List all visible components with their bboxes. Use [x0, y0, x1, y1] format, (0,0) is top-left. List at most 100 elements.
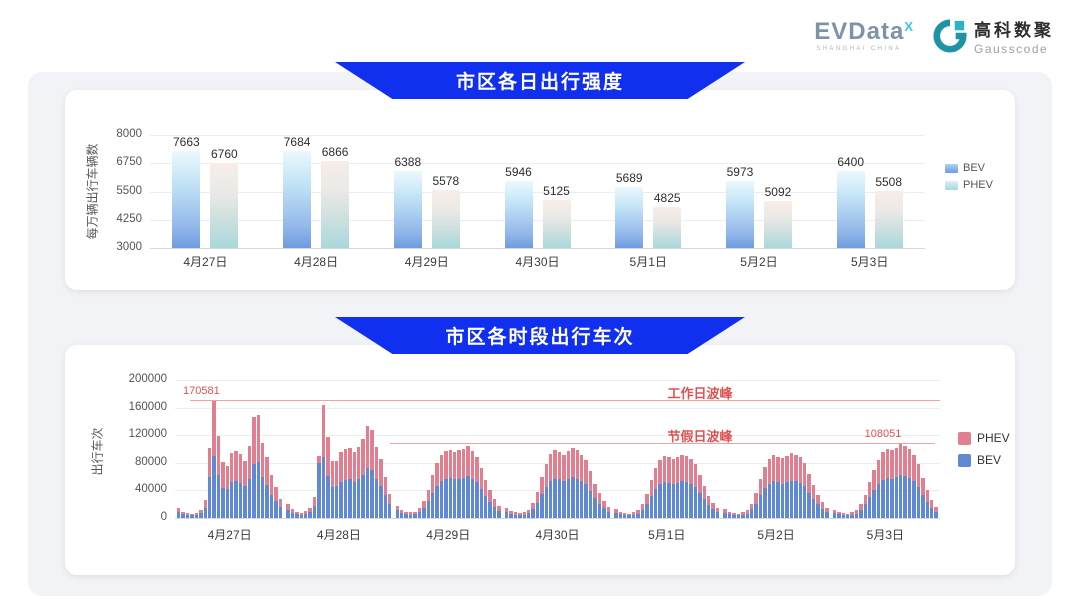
hour-bar[interactable] — [693, 380, 698, 518]
phev-bar[interactable] — [210, 163, 239, 248]
hour-bar[interactable] — [238, 380, 243, 518]
hour-bar[interactable] — [667, 380, 671, 518]
hour-bar[interactable] — [484, 380, 488, 518]
hour-bar[interactable] — [357, 380, 361, 518]
hour-bar[interactable] — [562, 380, 566, 518]
hour-bar[interactable] — [387, 380, 392, 518]
hour-bar[interactable] — [606, 380, 610, 518]
hour-bar[interactable] — [303, 380, 308, 518]
hour-bar[interactable] — [509, 380, 513, 518]
hour-bar[interactable] — [876, 380, 881, 518]
hour-bar[interactable] — [330, 380, 334, 518]
hour-bar[interactable] — [588, 380, 593, 518]
hour-bar[interactable] — [899, 380, 903, 518]
hour-bar[interactable] — [383, 380, 387, 518]
hour-bar[interactable] — [379, 380, 383, 518]
hour-bar[interactable] — [404, 380, 408, 518]
hour-bar[interactable] — [199, 380, 203, 518]
hour-bar[interactable] — [513, 380, 518, 518]
hour-bar[interactable] — [698, 380, 702, 518]
bev-bar[interactable] — [283, 151, 312, 248]
bev-bar[interactable] — [172, 151, 201, 248]
hour-bar[interactable] — [885, 380, 890, 518]
hour-bar[interactable] — [466, 380, 470, 518]
hour-bar[interactable] — [544, 380, 549, 518]
hour-bar[interactable] — [676, 380, 680, 518]
bev-bar[interactable] — [615, 187, 644, 248]
hour-bar[interactable] — [230, 380, 234, 518]
phev-bar[interactable] — [653, 206, 682, 248]
hour-bar[interactable] — [540, 380, 544, 518]
hour-bar[interactable] — [185, 380, 190, 518]
hour-bar[interactable] — [430, 380, 435, 518]
hour-bar[interactable] — [426, 380, 430, 518]
hour-bar[interactable] — [736, 380, 741, 518]
hour-bar[interactable] — [645, 380, 649, 518]
hour-bar[interactable] — [602, 380, 606, 518]
hour-bar[interactable] — [767, 380, 772, 518]
phev-bar[interactable] — [874, 191, 903, 248]
hour-bar[interactable] — [907, 380, 912, 518]
hour-bar[interactable] — [798, 380, 802, 518]
bev-bar[interactable] — [836, 171, 865, 248]
hour-bar[interactable] — [614, 380, 618, 518]
hour-bar[interactable] — [557, 380, 562, 518]
hour-bar[interactable] — [890, 380, 894, 518]
hour-bar[interactable] — [361, 380, 365, 518]
hour-bar[interactable] — [225, 380, 230, 518]
hour-bar[interactable] — [278, 380, 283, 518]
hour-bar[interactable] — [566, 380, 571, 518]
hour-bar[interactable] — [395, 380, 399, 518]
hour-bar[interactable] — [597, 380, 602, 518]
hour-bar[interactable] — [776, 380, 780, 518]
hour-bar[interactable] — [863, 380, 868, 518]
hour-bar[interactable] — [916, 380, 921, 518]
hour-bar[interactable] — [785, 380, 789, 518]
hour-bar[interactable] — [631, 380, 636, 518]
hour-bar[interactable] — [811, 380, 816, 518]
hour-bar[interactable] — [584, 380, 588, 518]
hour-bar[interactable] — [841, 380, 845, 518]
hour-bar[interactable] — [448, 380, 453, 518]
hour-bar[interactable] — [803, 380, 807, 518]
bev-bar[interactable] — [725, 180, 754, 248]
bev-bar[interactable] — [504, 181, 533, 248]
hour-bar[interactable] — [881, 380, 885, 518]
hour-bar[interactable] — [649, 380, 653, 518]
hour-bar[interactable] — [531, 380, 535, 518]
hour-bar[interactable] — [689, 380, 693, 518]
hour-bar[interactable] — [348, 380, 352, 518]
hour-bar[interactable] — [181, 380, 185, 518]
hour-bar[interactable] — [789, 380, 794, 518]
hour-bar[interactable] — [816, 380, 820, 518]
hour-bar[interactable] — [321, 380, 326, 518]
hour-bar[interactable] — [658, 380, 662, 518]
hour-bar[interactable] — [207, 380, 212, 518]
hour-bar[interactable] — [749, 380, 754, 518]
hour-bar[interactable] — [671, 380, 676, 518]
hour-bar[interactable] — [334, 380, 339, 518]
hour-bar[interactable] — [845, 380, 850, 518]
legend-item-bev[interactable]: BEV — [958, 453, 1010, 467]
hour-bar[interactable] — [435, 380, 439, 518]
hour-bar[interactable] — [763, 380, 767, 518]
hour-bar[interactable] — [706, 380, 711, 518]
hour-bar[interactable] — [622, 380, 627, 518]
hour-bar[interactable] — [221, 380, 225, 518]
phev-bar[interactable] — [321, 160, 350, 248]
hour-bar[interactable] — [912, 380, 916, 518]
hour-bar[interactable] — [190, 380, 194, 518]
hour-bar[interactable] — [461, 380, 466, 518]
hour-bar[interactable] — [662, 380, 667, 518]
hour-bar[interactable] — [702, 380, 706, 518]
hour-bar[interactable] — [894, 380, 899, 518]
hour-bar[interactable] — [203, 380, 207, 518]
hour-bar[interactable] — [859, 380, 863, 518]
hour-bar[interactable] — [636, 380, 640, 518]
hour-bar[interactable] — [374, 380, 379, 518]
hour-bar[interactable] — [234, 380, 238, 518]
hour-bar[interactable] — [832, 380, 837, 518]
hour-bar[interactable] — [247, 380, 252, 518]
hour-bar[interactable] — [627, 380, 631, 518]
hour-bar[interactable] — [820, 380, 825, 518]
